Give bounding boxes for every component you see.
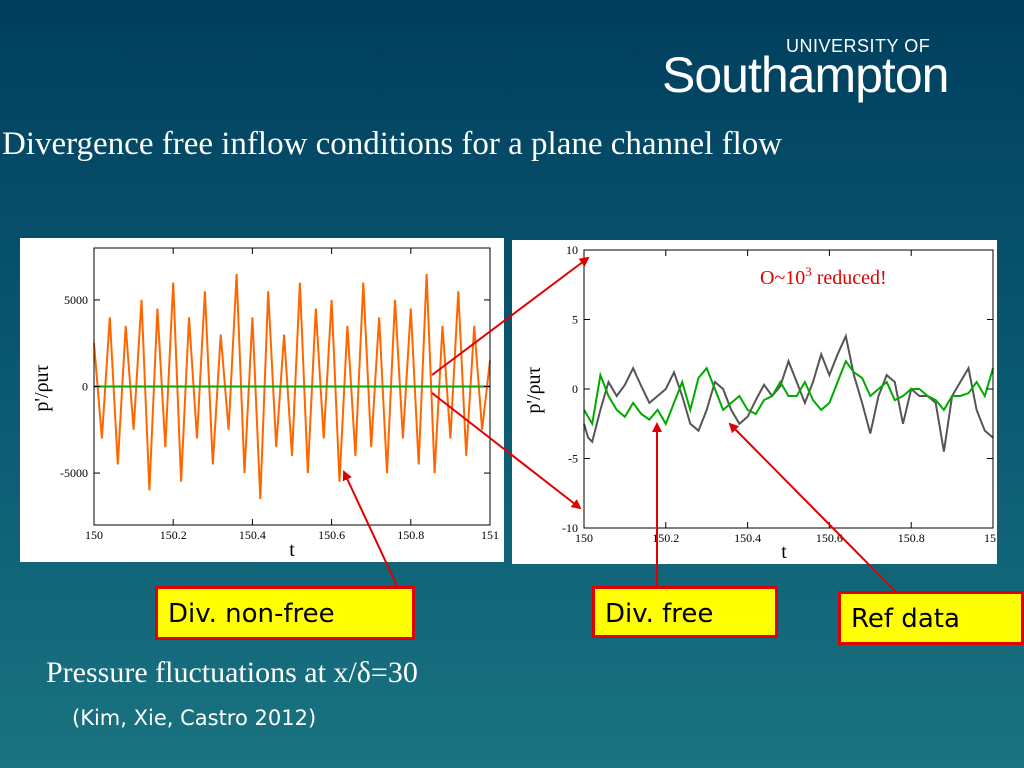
y-tick-label: 0 xyxy=(572,382,578,396)
chart-div-free: 150 150.2 150.4 150.6 150.8 151 10 5 0 -5 -10 t p'… xyxy=(523,243,997,563)
y-tick-label: 5 xyxy=(572,313,578,327)
series-line-1 xyxy=(583,359,994,427)
y-tick-label: -5 xyxy=(568,452,578,466)
arrow-div-non-free xyxy=(342,470,399,589)
x-tick-label: 150.8 xyxy=(898,531,925,545)
series-line-0 xyxy=(93,273,491,500)
x-axis-label: t xyxy=(289,539,295,561)
series-line-0 xyxy=(583,332,994,452)
x-tick-label: 151 xyxy=(984,531,997,545)
logo-southampton: Southampton xyxy=(662,47,949,103)
y-axis-label: p'/ρuτ xyxy=(523,366,545,413)
y-tick-label: 10 xyxy=(566,243,578,257)
zoom-arrow-top xyxy=(431,256,590,376)
y-tick-label: -10 xyxy=(562,521,578,535)
label-div-non-free: Div. non-free xyxy=(155,586,415,640)
x-tick-label: 150.6 xyxy=(816,531,843,545)
logo-university-of: UNIVERSITY OF xyxy=(786,36,931,56)
y-tick-label: 0 xyxy=(82,380,88,394)
y-axis-label: p'/ρuτ xyxy=(31,364,53,411)
figure-caption: Pressure fluctuations at x/δ=30 xyxy=(46,656,418,689)
x-tick-label: 151 xyxy=(481,528,499,542)
citation: (Kim, Xie, Castro 2012) xyxy=(72,706,317,730)
zoom-arrow-bottom xyxy=(431,392,582,510)
x-tick-label: 150.6 xyxy=(318,528,345,542)
x-tick-label: 150.4 xyxy=(239,528,266,542)
label-ref-data: Ref data xyxy=(838,591,1024,645)
x-tick-label: 150 xyxy=(575,531,593,545)
chart-panel-left: 150 150.2 150.4 150.6 150.8 151 5000 0 -5000 t p… xyxy=(20,238,504,562)
chart-panel-right: 150 150.2 150.4 150.6 150.8 151 10 5 0 -5 -10 t p'… xyxy=(512,240,997,564)
y-tick-label: -5000 xyxy=(60,466,88,480)
x-axis-label: t xyxy=(781,541,787,563)
reduction-annotation: O~103 reduced! xyxy=(760,264,887,289)
university-logo: UNIVERSITY OF Southampton xyxy=(662,32,982,110)
slide-title: Divergence free inflow conditions for a … xyxy=(2,126,783,162)
x-tick-label: 150.2 xyxy=(652,531,679,545)
chart-div-non-free: 150 150.2 150.4 150.6 150.8 151 5000 0 -5000 t p… xyxy=(31,247,499,561)
arrow-ref-data xyxy=(728,422,899,595)
y-tick-label: 5000 xyxy=(64,293,88,307)
x-tick-label: 150 xyxy=(85,528,103,542)
x-tick-label: 150.4 xyxy=(734,531,761,545)
x-tick-label: 150.2 xyxy=(160,528,187,542)
x-tick-label: 150.8 xyxy=(397,528,424,542)
label-div-free: Div. free xyxy=(592,586,778,638)
